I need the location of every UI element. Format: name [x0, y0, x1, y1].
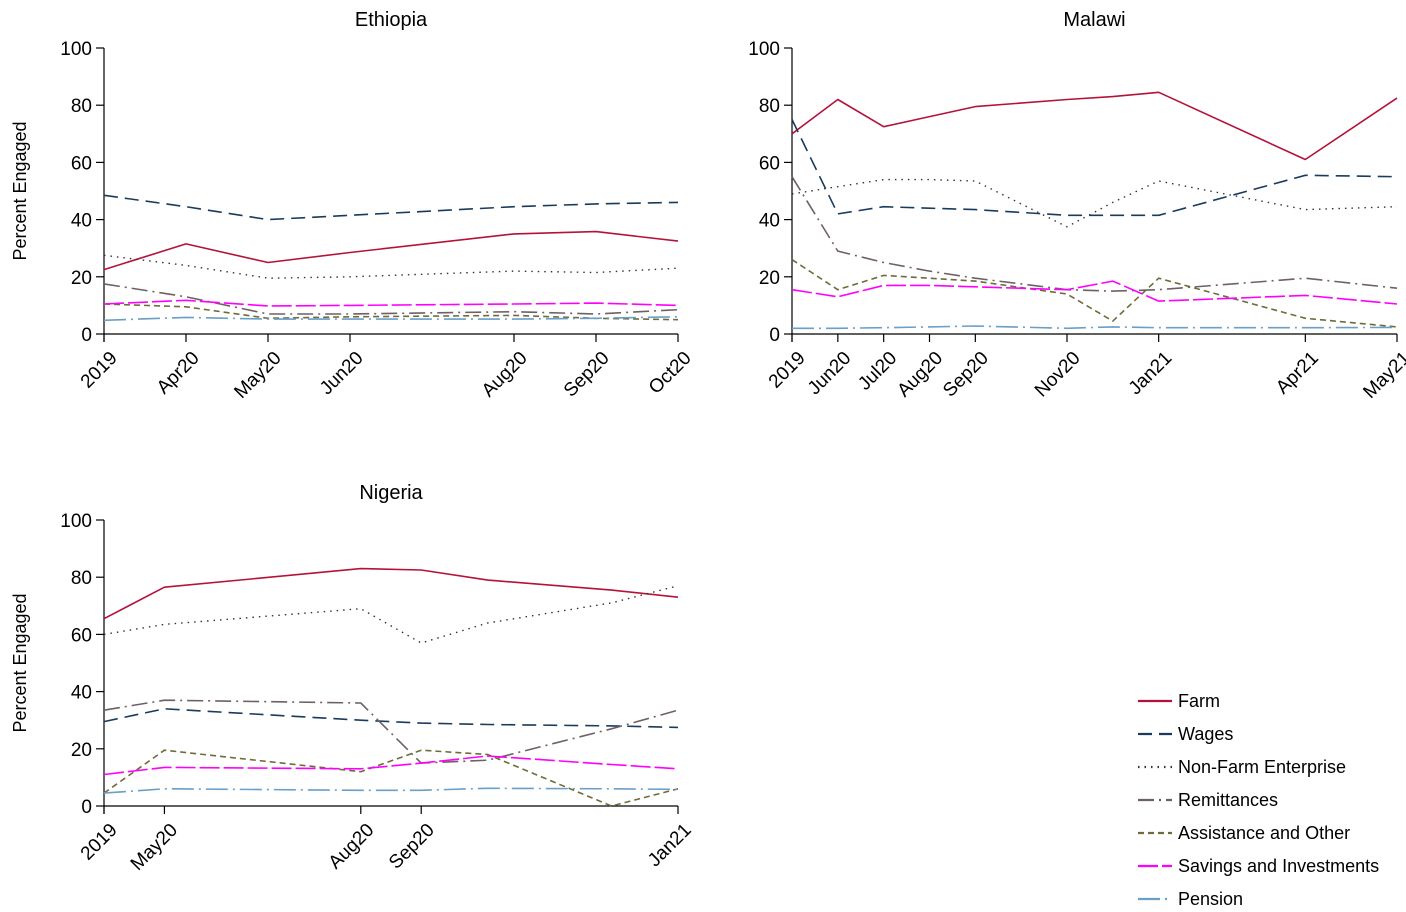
- ethiopia-x-tick-label: Oct20: [645, 348, 696, 399]
- nigeria-panel: Nigeria Percent Engaged 0 20 40 60 80 100 2019 Ma…: [10, 482, 696, 875]
- malawi-y-tick-label: 60: [759, 153, 780, 174]
- nigeria-y-tick-label: 20: [71, 740, 92, 761]
- malawi-x-tick-label: 2019: [765, 348, 810, 393]
- ethiopia-y-tick-label: 100: [60, 39, 92, 60]
- malawi-x-tick-label: Nov20: [1031, 348, 1085, 402]
- ethiopia-y-tick-label: 0: [81, 325, 92, 346]
- malawi-title: Malawi: [1063, 9, 1125, 31]
- malawi-x-tick-label: Aug20: [893, 348, 947, 402]
- ethiopia-y-tick-label: 20: [71, 268, 92, 289]
- ethiopia-series-remittances: [103, 283, 679, 315]
- ethiopia-y-tick-label: 80: [71, 96, 92, 117]
- legend-label: Non-Farm Enterprise: [1178, 757, 1346, 777]
- nigeria-x-tick-label: Jan21: [644, 820, 695, 871]
- nigeria-y-tick-label: 60: [71, 625, 92, 646]
- legend-label: Assistance and Other: [1178, 823, 1350, 843]
- nigeria-series-farm: [103, 567, 679, 620]
- legend-label: Wages: [1178, 724, 1233, 744]
- nigeria-title: Nigeria: [359, 482, 423, 504]
- ethiopia-y-axis-label: Percent Engaged: [10, 121, 30, 260]
- legend-label: Savings and Investments: [1178, 856, 1379, 876]
- nigeria-y-axis-label: Percent Engaged: [10, 593, 30, 732]
- legend-item-non-farm-enterprise: Non-Farm Enterprise: [1138, 757, 1346, 777]
- malawi-x-tick-label: Apr21: [1272, 348, 1323, 399]
- malawi-series-non-farm-enterprise: [791, 178, 1398, 228]
- ethiopia-panel: Ethiopia Percent Engaged 0 20 40 60 80 100 2019 A…: [10, 9, 696, 403]
- legend-item-wages: Wages: [1138, 724, 1233, 744]
- ethiopia-x-tick-label: 2019: [77, 348, 122, 393]
- legend: Farm Wages Non-Farm Enterprise Remittances A…: [1138, 691, 1379, 909]
- ethiopia-title: Ethiopia: [355, 9, 428, 31]
- malawi-series-savings-and-investments: [791, 280, 1398, 305]
- malawi-x-tick-label: May21: [1359, 348, 1406, 403]
- ethiopia-x-tick-label: Aug20: [478, 348, 532, 402]
- malawi-series-assistance-and-other: [791, 258, 1398, 328]
- legend-item-savings-and-investments: Savings and Investments: [1138, 856, 1379, 876]
- malawi-y-tick-label: 0: [769, 325, 780, 346]
- malawi-x-tick-label: Sep20: [939, 348, 993, 402]
- ethiopia-x-tick-label: Jun20: [316, 348, 367, 399]
- legend-label: Farm: [1178, 691, 1220, 711]
- ethiopia-x-tick-label: Sep20: [560, 348, 614, 402]
- ethiopia-series-wages: [103, 194, 679, 221]
- malawi-y-tick-label: 80: [759, 96, 780, 117]
- malawi-series-pension: [792, 325, 1398, 330]
- ethiopia-y-tick-label: 60: [71, 153, 92, 174]
- ethiopia-series-non-farm-enterprise: [103, 254, 679, 279]
- ethiopia-series-savings-and-investments: [103, 299, 679, 307]
- nigeria-y-tick-label: 40: [71, 683, 92, 704]
- nigeria-series-pension: [103, 787, 679, 794]
- legend-item-assistance-and-other: Assistance and Other: [1138, 823, 1350, 843]
- malawi-series-remittances: [791, 176, 1398, 292]
- malawi-x-tick-label: Jun20: [804, 348, 855, 399]
- nigeria-x-tick-label: Aug20: [325, 820, 379, 874]
- nigeria-y-tick-label: 0: [81, 797, 92, 818]
- ethiopia-series-pension: [103, 316, 679, 322]
- nigeria-series-savings-and-investments: [103, 755, 679, 776]
- legend-label: Pension: [1178, 889, 1243, 909]
- legend-item-remittances: Remittances: [1138, 790, 1278, 810]
- ethiopia-series-farm: [103, 230, 679, 271]
- malawi-y-tick-label: 20: [759, 268, 780, 289]
- ethiopia-x-tick-label: May20: [230, 348, 285, 403]
- malawi-y-tick-label: 100: [748, 39, 780, 60]
- nigeria-x-tick-label: 2019: [77, 820, 122, 865]
- nigeria-y-tick-label: 80: [71, 568, 92, 589]
- nigeria-series-non-farm-enterprise: [103, 585, 679, 644]
- malawi-x-tick-label: Jan21: [1125, 348, 1176, 399]
- legend-item-pension: Pension: [1138, 889, 1243, 909]
- malawi-series-farm: [791, 91, 1398, 161]
- malawi-series-wages: [791, 119, 1398, 217]
- nigeria-y-tick-label: 100: [60, 511, 92, 532]
- nigeria-x-tick-label: May20: [127, 820, 182, 875]
- legend-label: Remittances: [1178, 790, 1278, 810]
- nigeria-x-tick-label: Sep20: [385, 820, 439, 874]
- nigeria-series-wages: [103, 707, 679, 729]
- nigeria-series-assistance-and-other: [103, 749, 679, 807]
- malawi-y-tick-label: 40: [759, 211, 780, 232]
- legend-item-farm: Farm: [1138, 691, 1220, 711]
- malawi-panel: Malawi0204060801002019Jun20Jul20Aug20Sep…: [748, 9, 1406, 403]
- ethiopia-x-tick-label: Apr20: [153, 348, 204, 399]
- ethiopia-y-tick-label: 40: [71, 211, 92, 232]
